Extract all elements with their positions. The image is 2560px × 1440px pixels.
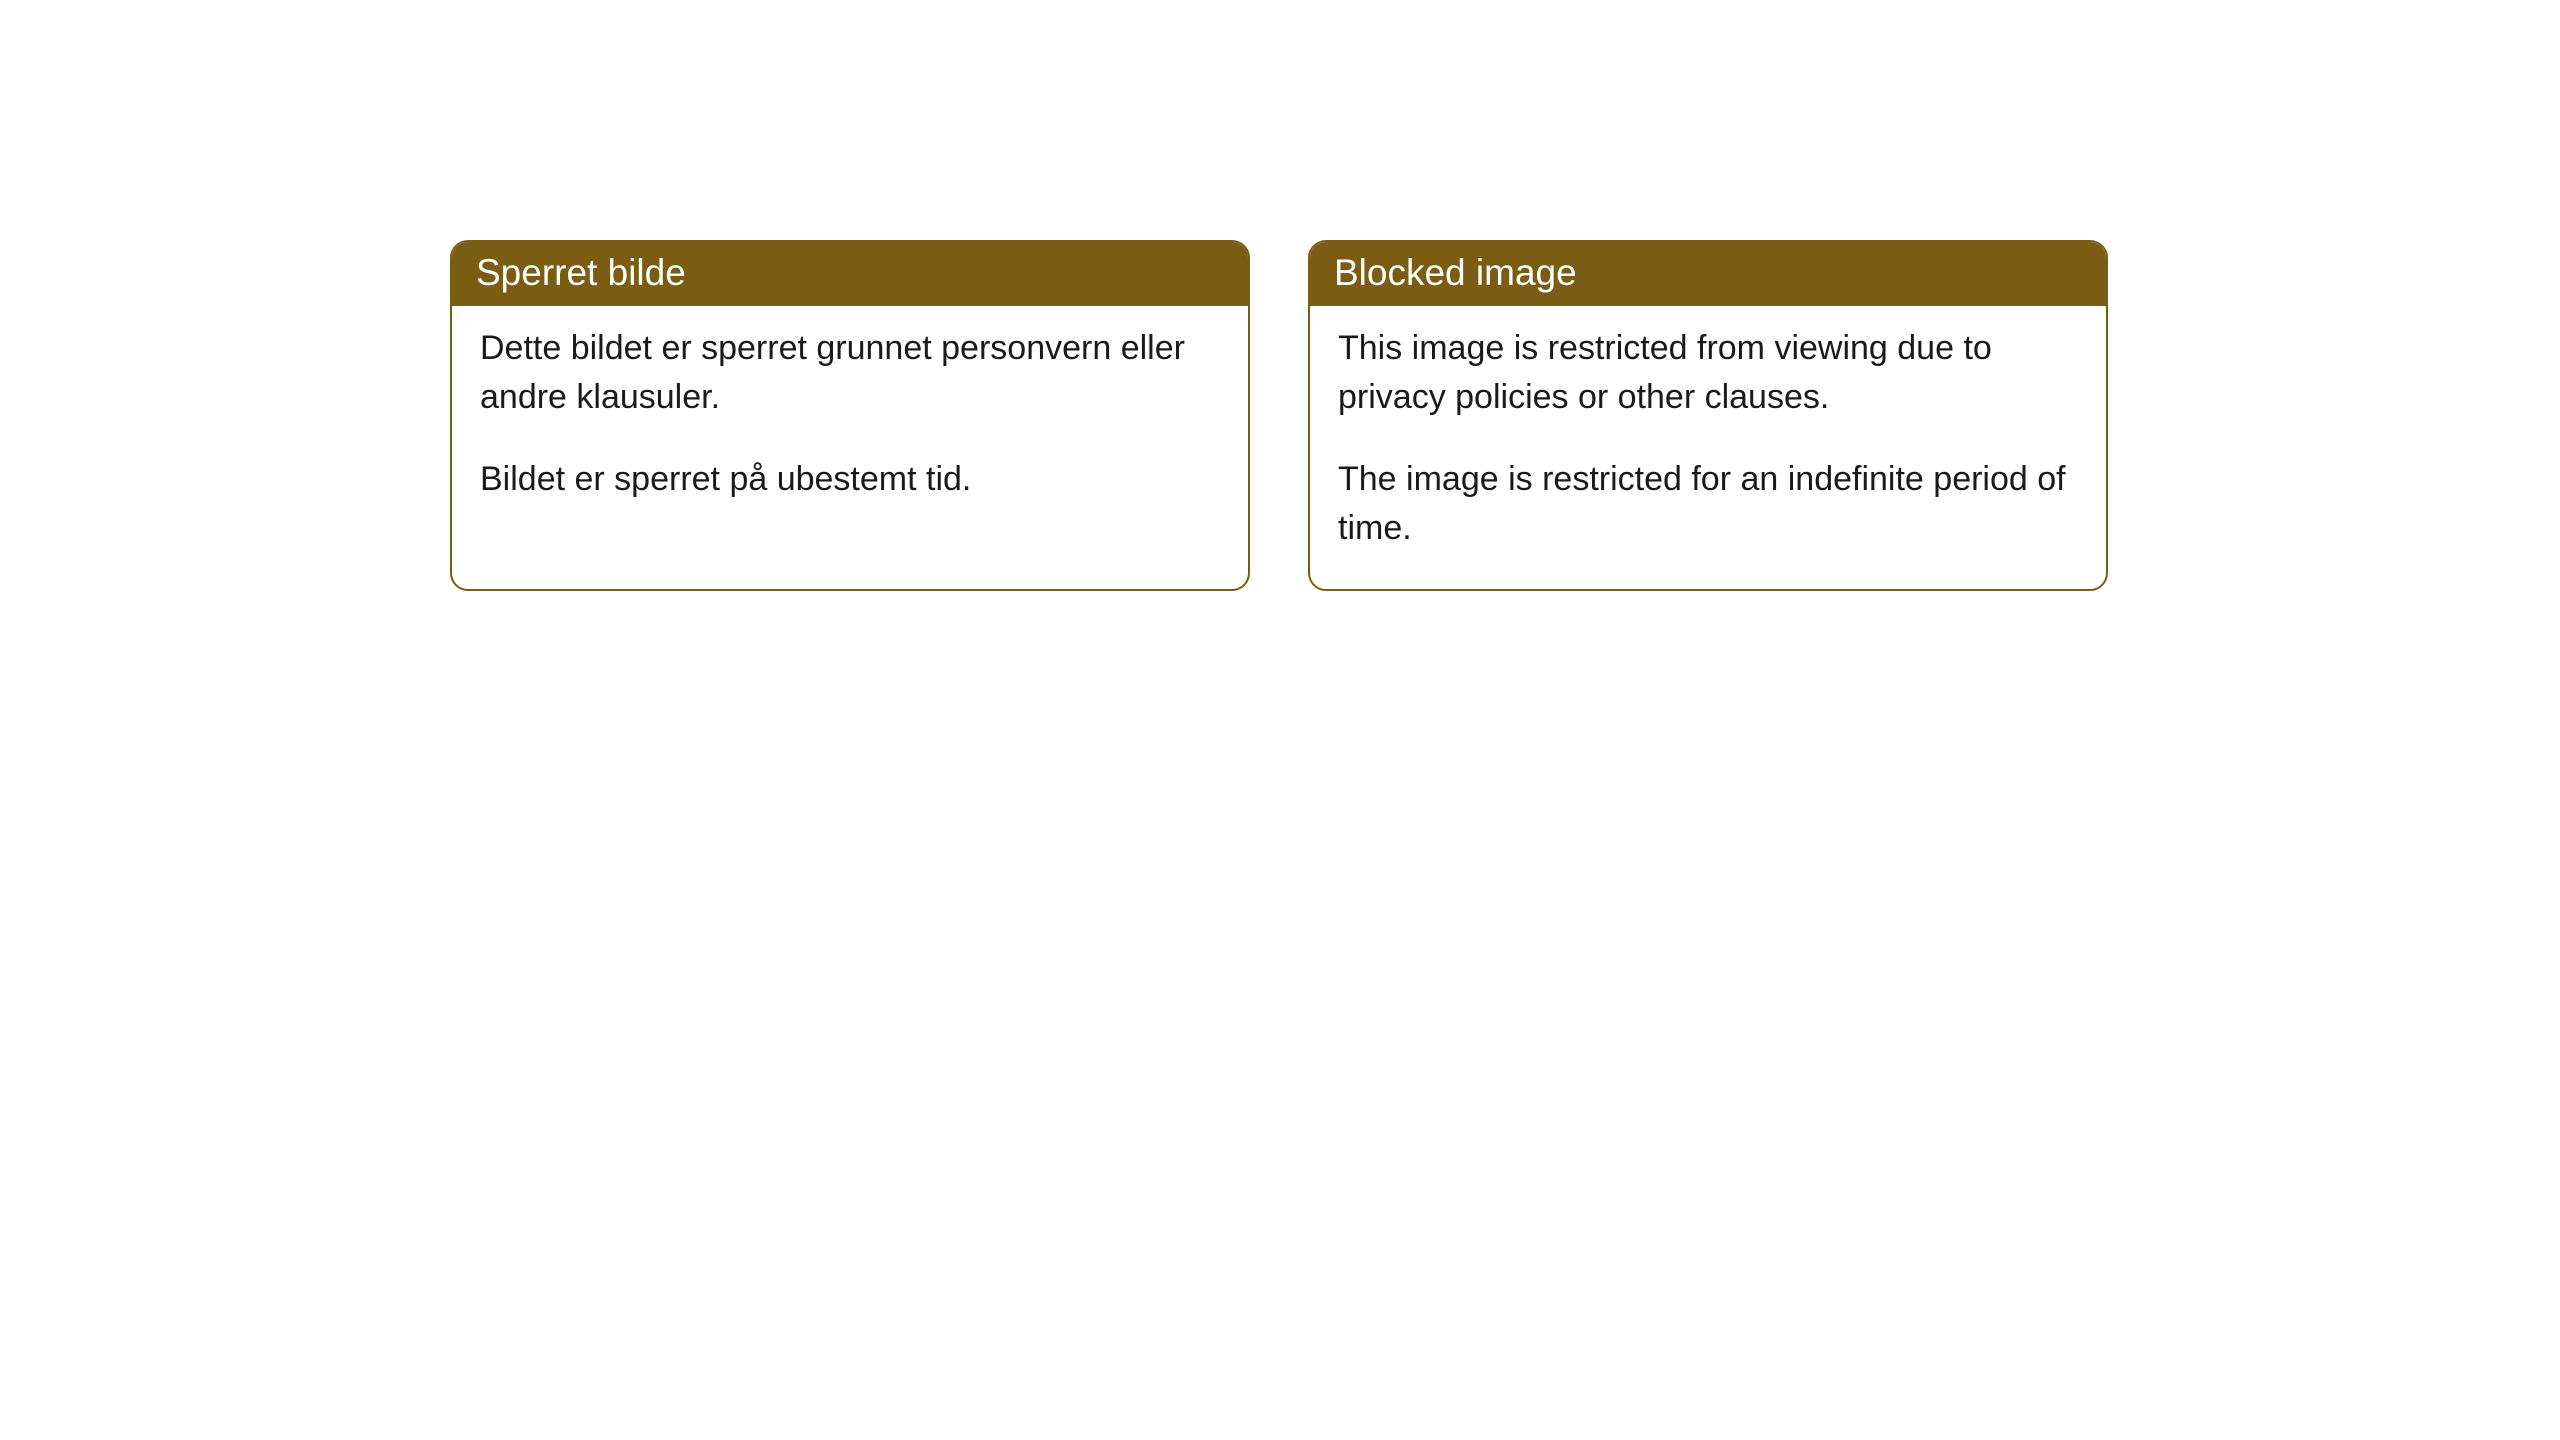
card-body: Dette bildet er sperret grunnet personve…	[452, 306, 1248, 540]
notice-card-english: Blocked image This image is restricted f…	[1308, 240, 2108, 591]
notice-cards-container: Sperret bilde Dette bildet er sperret gr…	[450, 240, 2560, 591]
card-header: Blocked image	[1310, 242, 2106, 306]
card-paragraph: This image is restricted from viewing du…	[1338, 324, 2078, 423]
card-title: Blocked image	[1334, 252, 1577, 293]
card-paragraph: Bildet er sperret på ubestemt tid.	[480, 455, 1220, 504]
card-title: Sperret bilde	[476, 252, 686, 293]
card-paragraph: The image is restricted for an indefinit…	[1338, 455, 2078, 554]
notice-card-norwegian: Sperret bilde Dette bildet er sperret gr…	[450, 240, 1250, 591]
card-body: This image is restricted from viewing du…	[1310, 306, 2106, 589]
card-header: Sperret bilde	[452, 242, 1248, 306]
card-paragraph: Dette bildet er sperret grunnet personve…	[480, 324, 1220, 423]
